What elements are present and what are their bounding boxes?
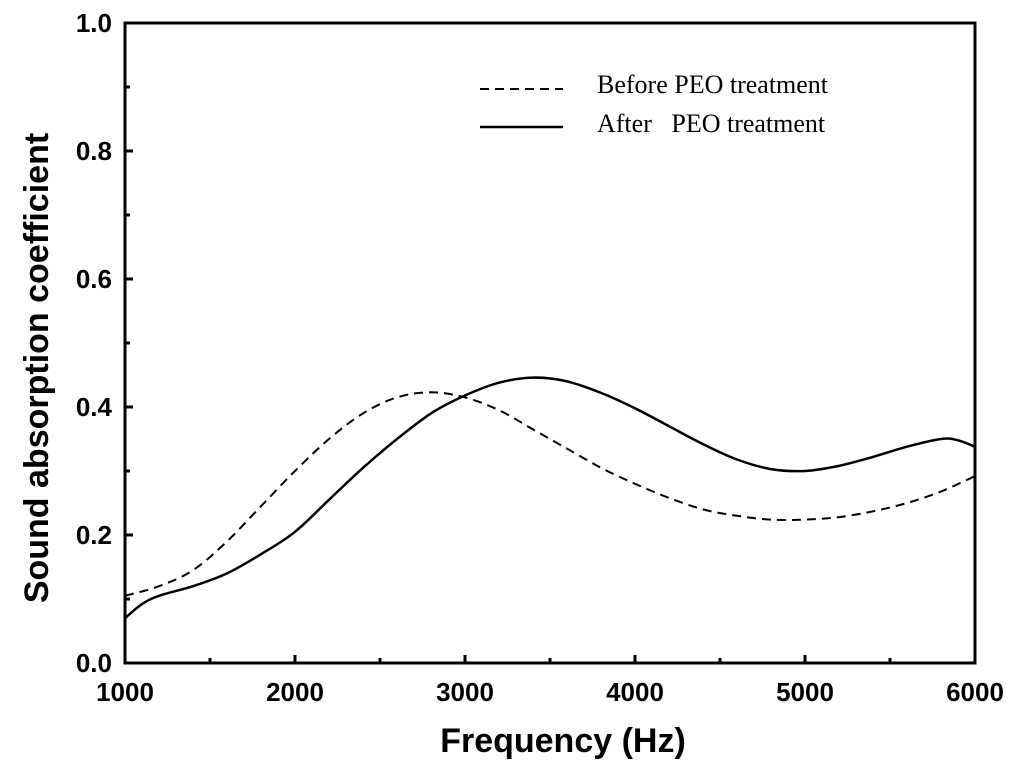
x-tick-label: 6000 <box>946 677 1004 707</box>
y-tick-label: 0.2 <box>76 520 112 550</box>
x-axis-title: Frequency (Hz) <box>440 722 686 760</box>
series-line-before-peo <box>124 391 976 597</box>
x-tick-label: 3000 <box>436 677 494 707</box>
x-tick-label: 2000 <box>266 677 324 707</box>
x-tick-label: 1000 <box>96 677 154 707</box>
y-tick-label: 0.8 <box>76 136 112 166</box>
x-axis-tick-labels: 1000 2000 3000 4000 5000 6000 <box>96 677 1004 707</box>
x-tick-label: 4000 <box>606 677 664 707</box>
y-tick-label: 0.6 <box>76 264 112 294</box>
y-tick-label: 1.0 <box>76 8 112 38</box>
y-tick-label: 0.4 <box>76 392 113 422</box>
y-tick-label: 0.0 <box>76 648 112 678</box>
series-lines <box>124 376 976 620</box>
legend-label-before: Before PEO treatment <box>597 70 829 99</box>
series-line-after-peo <box>124 376 976 620</box>
x-axis-ticks <box>123 655 977 663</box>
x-tick-label: 5000 <box>776 677 834 707</box>
plot-frame <box>123 21 977 665</box>
y-axis-tick-labels: 0.0 0.2 0.4 0.6 0.8 1.0 <box>76 8 113 678</box>
y-axis-title: Sound absorption coefficient <box>18 133 56 603</box>
legend-label-after: After PEO treatment <box>597 109 826 138</box>
y-axis-ticks <box>125 21 133 665</box>
legend: Before PEO treatment After PEO treatment <box>480 70 829 138</box>
